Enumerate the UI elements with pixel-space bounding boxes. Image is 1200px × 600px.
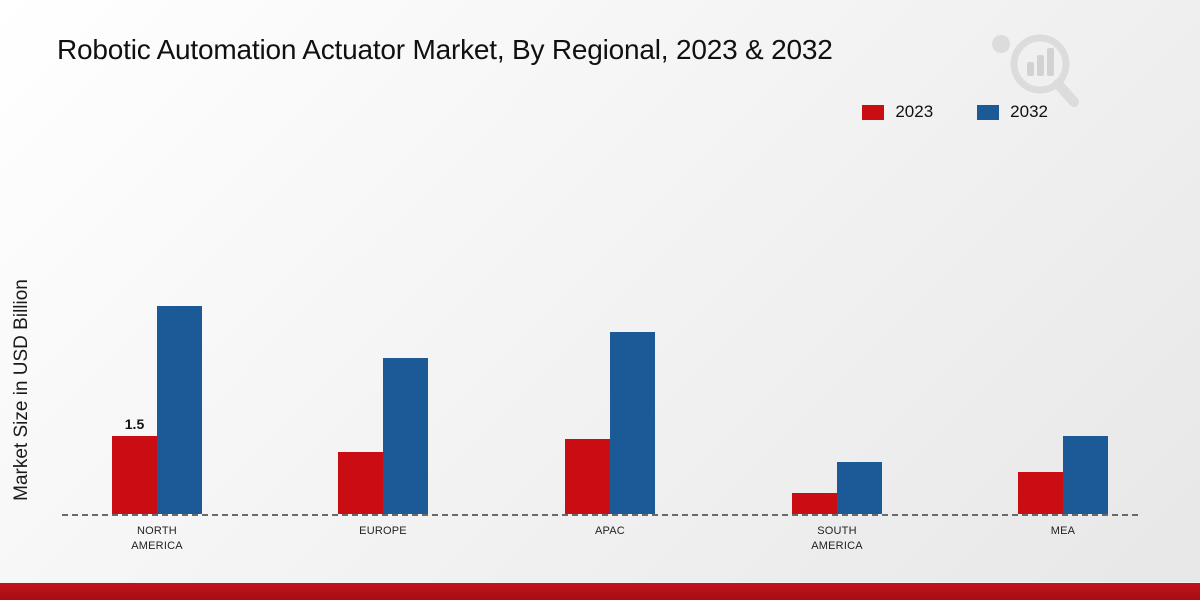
legend-swatch-2023 xyxy=(862,104,885,120)
bar-2032-north-america xyxy=(157,306,202,514)
bar-group-north-america xyxy=(112,306,202,514)
bar-2023-europe xyxy=(338,452,383,514)
category-label-mea: MEA xyxy=(1050,525,1076,537)
bar-value-label: 1.5 xyxy=(124,416,145,432)
category-label-europe: EUROPE xyxy=(359,525,407,537)
legend-label-2023: 2023 xyxy=(895,102,934,121)
watermark-magnifier-chart-icon xyxy=(992,34,1079,107)
bar-2032-south-america xyxy=(837,462,882,514)
legend-label-2032: 2032 xyxy=(1010,102,1048,121)
legend-item-2023: 2023 xyxy=(862,102,933,122)
x-axis-baseline xyxy=(62,514,1138,516)
legend-swatch-2032 xyxy=(977,104,1000,120)
bar-group-apac xyxy=(565,332,655,514)
legend: 2023 2032 xyxy=(862,102,1048,122)
bar-2032-apac xyxy=(610,332,655,514)
chart-title: Robotic Automation Actuator Market, By R… xyxy=(57,34,833,65)
footer-accent-strip xyxy=(0,582,1200,600)
category-label-south-america: SOUTH AMERICA xyxy=(811,525,863,553)
category-label-north-america: NORTH AMERICA xyxy=(131,525,183,553)
bar-2023-north-america xyxy=(112,436,157,514)
plot-area: 1.5 xyxy=(112,306,1108,514)
category-labels: NORTH AMERICA EUROPE APAC SOUTH AMERICA MEA xyxy=(0,524,1200,568)
bar-group-south-america xyxy=(792,462,882,514)
category-label-apac: APAC xyxy=(595,525,625,537)
bar-2023-mea xyxy=(1018,472,1063,514)
legend-item-2032: 2032 xyxy=(977,102,1048,122)
bar-2023-south-america xyxy=(792,493,837,514)
bar-group-mea xyxy=(1018,436,1108,514)
bar-2032-mea xyxy=(1063,436,1108,514)
bar-2023-apac xyxy=(565,439,610,514)
bar-2032-europe xyxy=(383,358,428,514)
bar-group-europe xyxy=(338,358,428,514)
